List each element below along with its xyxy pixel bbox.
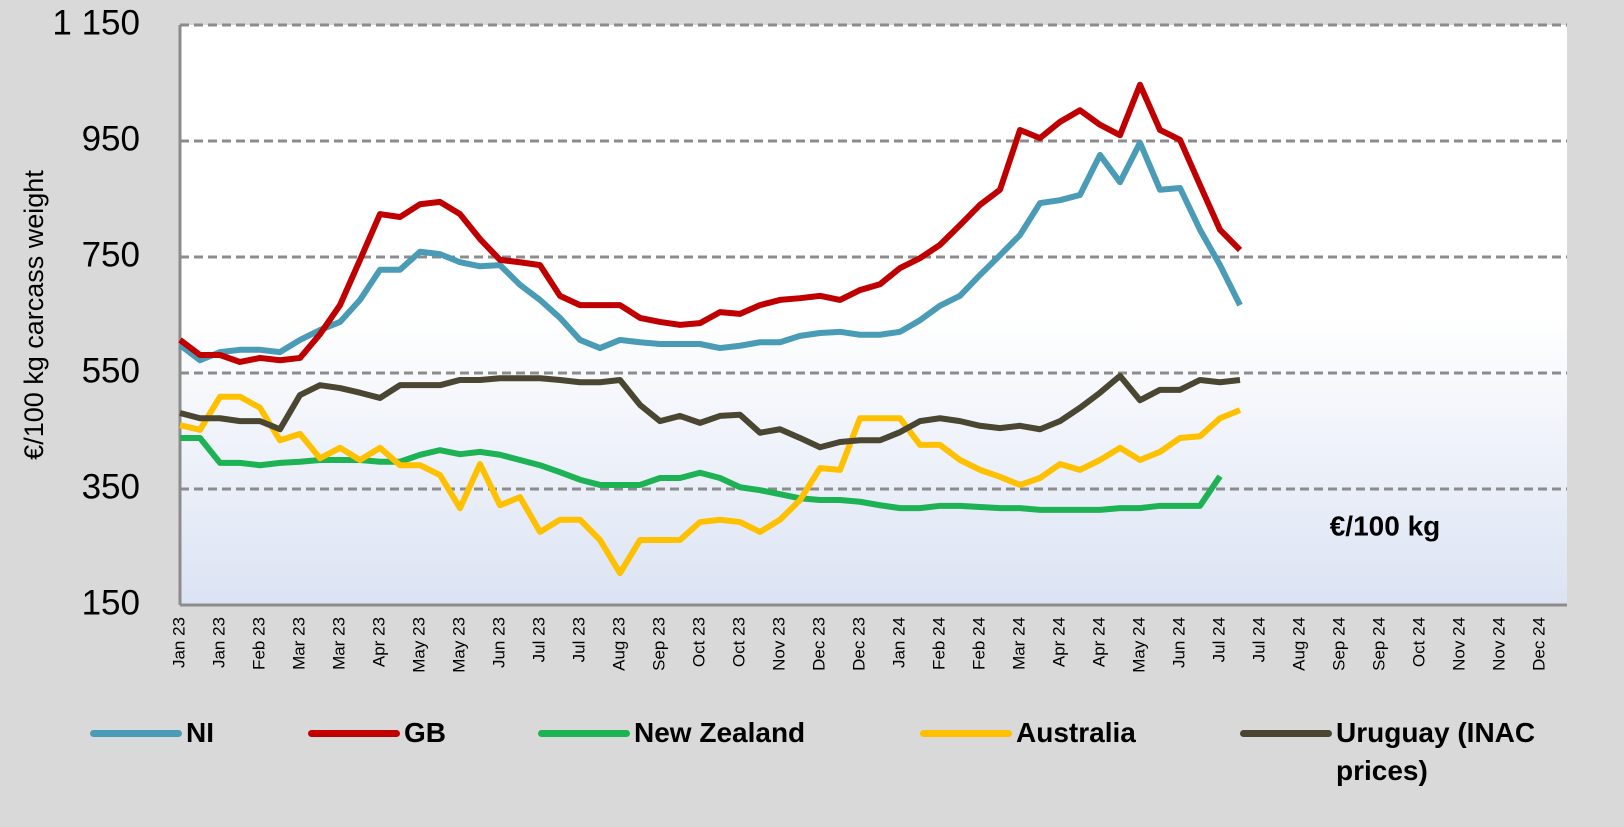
annotation: €/100 kg (1330, 510, 1441, 541)
x-tick-label: Jul 23 (569, 617, 588, 662)
x-tick-label: Apr 24 (1049, 617, 1068, 667)
x-tick-label: Dec 23 (809, 617, 828, 671)
x-tick-label: May 23 (409, 617, 428, 673)
x-tick-label: Nov 24 (1489, 617, 1508, 671)
x-tick-label: Sep 24 (1329, 617, 1348, 671)
x-tick-label: Jul 23 (529, 617, 548, 662)
x-tick-label: Jul 24 (1249, 617, 1268, 662)
x-tick-label: May 24 (1129, 617, 1148, 673)
legend-label: New Zealand (634, 717, 806, 748)
x-tick-label: Feb 24 (929, 617, 948, 670)
legend-item: NI (90, 714, 214, 752)
y-tick-label: 350 (82, 467, 140, 506)
x-tick-label: Mar 24 (1009, 617, 1028, 670)
x-tick-label: Aug 24 (1289, 617, 1308, 671)
x-tick-label: Apr 24 (1089, 617, 1108, 667)
y-tick-label: 1 150 (52, 3, 140, 42)
legend-swatch (308, 730, 400, 737)
series-line (178, 81, 1243, 365)
lines (178, 81, 1243, 577)
x-tick-label: May 23 (449, 617, 468, 673)
legend-label: Uruguay (INAC prices) (1336, 717, 1536, 786)
x-tick-label: Mar 23 (329, 617, 348, 670)
legend-item: GB (308, 714, 446, 752)
x-tick-label: Apr 23 (369, 617, 388, 667)
x-tick-label: Mar 23 (289, 617, 308, 670)
x-tick-label: Sep 24 (1369, 617, 1388, 671)
legend-label: Australia (1016, 717, 1136, 748)
x-tick-label: Oct 24 (1409, 617, 1428, 667)
x-tick-label: Nov 23 (769, 617, 788, 671)
x-tick-label: Dec 24 (1529, 617, 1548, 671)
x-tick-label: Jan 23 (209, 617, 228, 668)
legend-item: Uruguay (INAC prices) (1240, 714, 1536, 790)
y-axis-label: €/100 kg carcass weight (19, 170, 49, 460)
x-tick-label: Feb 24 (969, 617, 988, 670)
legend-swatch (538, 730, 630, 737)
legend-label: GB (404, 717, 446, 748)
x-tick-label: Dec 23 (849, 617, 868, 671)
y-tick-label: 950 (82, 119, 140, 158)
x-tick-label: Oct 23 (689, 617, 708, 667)
legend-item: Australia (920, 714, 1136, 752)
legend: NI GB New Zealand Australia Uruguay (INAC pr… (90, 714, 1590, 824)
y-tick-label: 150 (82, 583, 140, 622)
series-line (178, 139, 1243, 364)
series-line (179, 372, 1241, 451)
x-tick-label: Jul 24 (1209, 617, 1228, 662)
x-tick-label: Nov 24 (1449, 617, 1468, 671)
x-tick-label: Oct 23 (729, 617, 748, 667)
x-tick-label: Aug 23 (609, 617, 628, 671)
legend-item: New Zealand (538, 714, 805, 752)
series-line (179, 393, 1242, 577)
y-tick-label: 750 (82, 235, 140, 274)
y-tick-label: 550 (82, 351, 140, 390)
x-tick-label: Jun 24 (1169, 617, 1188, 668)
x-tick-label: Jun 23 (489, 617, 508, 668)
legend-swatch (90, 730, 182, 737)
legend-swatch (920, 730, 1012, 737)
x-tick-label: Sep 23 (649, 617, 668, 671)
x-tick-label: Jan 23 (169, 617, 188, 668)
grid: 150 350 550 750 950 1 150 Jan 23 Jan 23 Feb 23 Ma… (52, 3, 1567, 673)
legend-swatch (1240, 730, 1332, 737)
series-line (180, 434, 1223, 513)
legend-label: NI (186, 717, 214, 748)
plot-area (180, 25, 1567, 605)
x-tick-label: Feb 23 (249, 617, 268, 670)
x-tick-label: Jan 24 (889, 617, 908, 668)
